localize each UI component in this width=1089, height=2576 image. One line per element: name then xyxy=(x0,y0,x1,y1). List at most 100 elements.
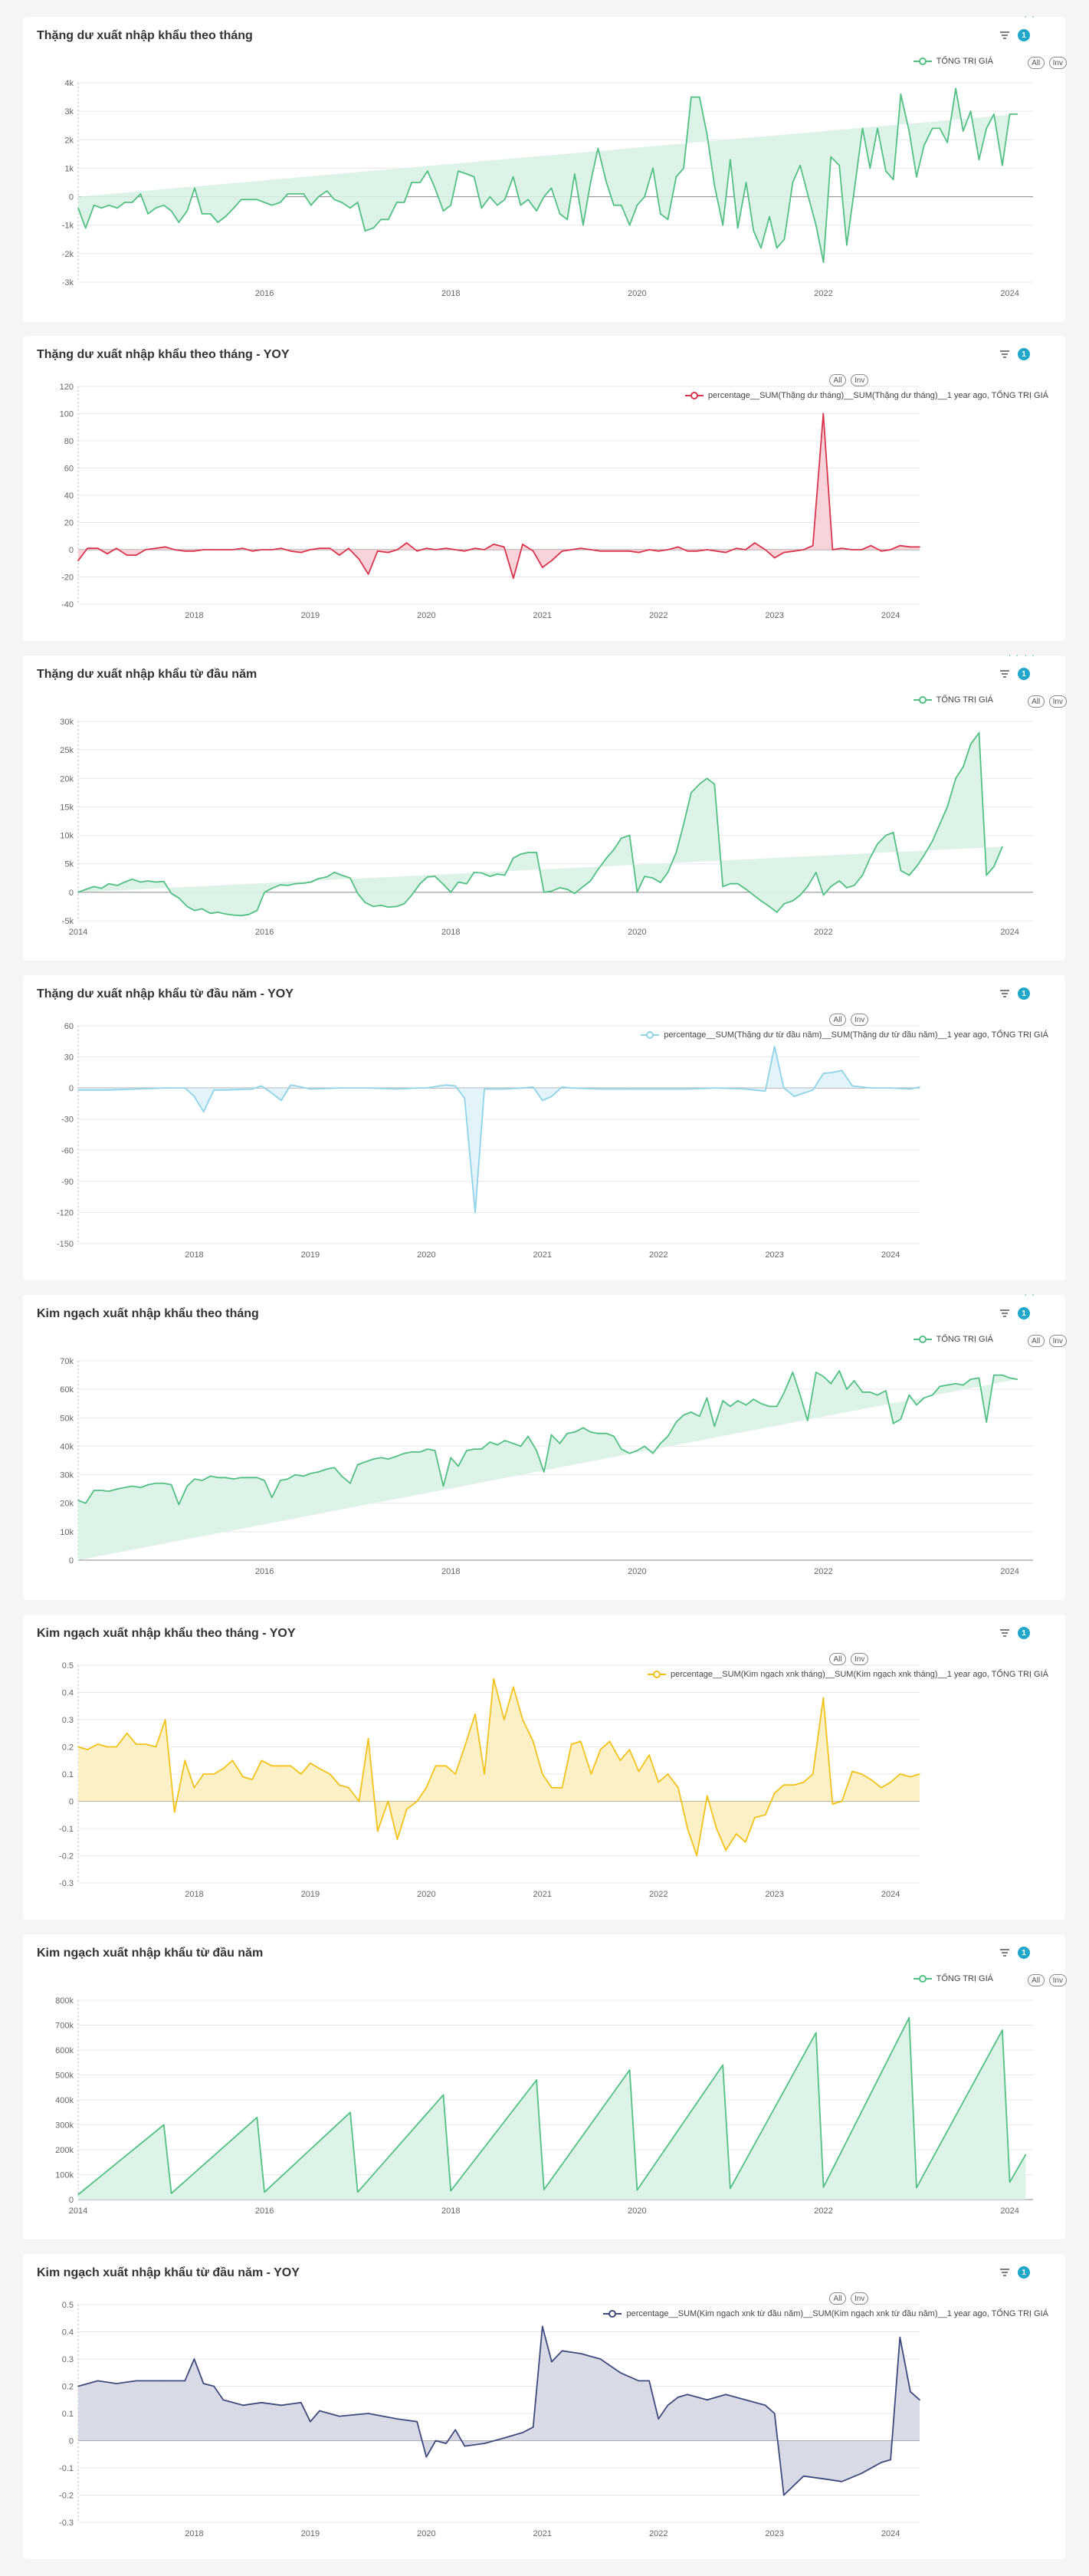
series-area xyxy=(78,2017,1026,2200)
invert-selection-pill[interactable]: Inv xyxy=(1048,57,1067,69)
filter-icon[interactable] xyxy=(999,1947,1010,1958)
data-point xyxy=(769,1405,770,1408)
filter-icon[interactable] xyxy=(999,2267,1010,2278)
select-all-pill[interactable]: All xyxy=(1027,57,1045,69)
y-tick-label: 50k xyxy=(60,1414,74,1423)
select-all-pill[interactable]: All xyxy=(1027,1335,1045,1347)
chart-legend[interactable]: percentage__SUM(Kim ngạch xnk từ đầu năm… xyxy=(603,2309,1048,2318)
filter-count-badge[interactable]: 1 xyxy=(1018,987,1030,1000)
filter-count-badge[interactable]: 1 xyxy=(1018,668,1030,680)
data-point xyxy=(435,1765,437,1767)
filter-count-badge[interactable]: 1 xyxy=(1018,1627,1030,1639)
data-point xyxy=(644,196,645,198)
invert-selection-pill[interactable]: Inv xyxy=(1048,1335,1067,1347)
data-point xyxy=(658,2418,659,2420)
chart-legend[interactable]: TỔNG TRỊ GIÁ xyxy=(913,1335,993,1344)
invert-selection-pill[interactable]: Inv xyxy=(851,374,869,386)
series-area xyxy=(78,88,1018,263)
x-tick-label: 2022 xyxy=(814,1567,832,1576)
data-point xyxy=(993,866,995,868)
chart-legend[interactable]: TỔNG TRỊ GIÁ xyxy=(913,695,993,705)
data-point xyxy=(303,1475,305,1477)
data-point xyxy=(356,1464,359,1466)
invert-selection-pill[interactable]: Inv xyxy=(1048,695,1067,708)
filter-icon[interactable] xyxy=(999,1308,1010,1319)
data-point xyxy=(403,202,405,203)
filter-icon[interactable] xyxy=(999,669,1010,679)
data-point xyxy=(513,577,514,580)
data-point xyxy=(846,887,848,889)
data-point xyxy=(536,2079,537,2081)
data-point xyxy=(364,902,366,903)
data-point xyxy=(367,1738,369,1740)
data-point xyxy=(522,544,523,545)
data-point xyxy=(658,1781,659,1783)
data-point xyxy=(608,550,611,552)
data-point xyxy=(349,877,351,879)
chart-legend[interactable]: percentage__SUM(Thặng dư từ đầu năm)__SU… xyxy=(641,1030,1048,1040)
data-point xyxy=(388,906,389,908)
select-all-pill[interactable]: All xyxy=(1027,1974,1045,1986)
data-point xyxy=(116,1746,117,1748)
data-point xyxy=(769,215,770,218)
card-toolbar: 1 xyxy=(999,29,1030,41)
data-point xyxy=(931,840,933,842)
filter-icon[interactable] xyxy=(999,349,1010,360)
data-point xyxy=(978,159,980,161)
y-tick-label: 100 xyxy=(60,410,74,419)
filter-count-badge[interactable]: 1 xyxy=(1018,29,1030,41)
filter-count-badge[interactable]: 1 xyxy=(1018,348,1030,360)
data-point xyxy=(658,550,659,552)
filter-count-badge[interactable]: 1 xyxy=(1018,2266,1030,2279)
data-point xyxy=(963,1384,964,1386)
data-point xyxy=(730,159,731,161)
y-tick-label: -5k xyxy=(62,917,74,926)
data-point xyxy=(139,1487,142,1489)
data-point xyxy=(696,1855,697,1857)
data-point xyxy=(163,1482,165,1484)
filter-icon[interactable] xyxy=(999,30,1010,41)
chart-legend[interactable]: TỔNG TRỊ GIÁ xyxy=(913,1974,993,1983)
data-point xyxy=(754,542,756,544)
filter-icon[interactable] xyxy=(999,988,1010,999)
chart-legend[interactable]: percentage__SUM(Kim ngạch xnk tháng)__SU… xyxy=(648,1670,1048,1679)
data-point xyxy=(764,1814,766,1816)
select-all-pill[interactable]: All xyxy=(829,2292,846,2305)
select-all-pill[interactable]: All xyxy=(829,374,846,386)
x-tick-label: 2020 xyxy=(417,611,435,620)
data-point xyxy=(536,1450,537,1451)
select-all-pill[interactable]: All xyxy=(1027,695,1045,708)
y-tick-label: 20k xyxy=(60,1500,74,1509)
chart-legend[interactable]: percentage__SUM(Thặng dư tháng)__SUM(Thặ… xyxy=(684,391,1048,400)
invert-selection-pill[interactable]: Inv xyxy=(851,1014,869,1026)
data-point xyxy=(300,2402,302,2404)
chart-svg: -40 -20 0 20 40 60 80 100 120 2018 2019 2020 2021 202… xyxy=(60,383,920,620)
data-point xyxy=(570,1087,572,1089)
data-point xyxy=(240,915,242,917)
data-point xyxy=(222,2399,225,2401)
data-point xyxy=(326,190,328,192)
data-point xyxy=(822,2187,825,2188)
data-point xyxy=(264,1480,265,1481)
data-point xyxy=(667,2404,669,2407)
data-point xyxy=(597,147,599,150)
data-point xyxy=(427,1448,428,1450)
data-point xyxy=(271,204,273,206)
filter-count-badge[interactable]: 1 xyxy=(1018,1307,1030,1319)
invert-selection-pill[interactable]: Inv xyxy=(1048,1974,1067,1986)
invert-selection-pill[interactable]: Inv xyxy=(851,1653,869,1665)
filter-icon[interactable] xyxy=(999,1628,1010,1638)
filter-count-badge[interactable]: 1 xyxy=(1018,1947,1030,1959)
invert-selection-pill[interactable]: Inv xyxy=(851,2292,869,2305)
chart-legend[interactable]: TỔNG TRỊ GIÁ xyxy=(913,57,993,66)
select-all-pill[interactable]: All xyxy=(829,1653,846,1665)
data-point xyxy=(660,1442,661,1444)
y-tick-label: 0.5 xyxy=(62,2301,74,2310)
data-point xyxy=(310,1472,312,1474)
data-point xyxy=(356,2191,359,2193)
data-point xyxy=(396,2418,399,2420)
legend-toggle-group: All Inv xyxy=(1027,1974,1067,1986)
data-point xyxy=(93,204,95,206)
select-all-pill[interactable]: All xyxy=(829,1014,846,1026)
data-point xyxy=(222,549,225,550)
